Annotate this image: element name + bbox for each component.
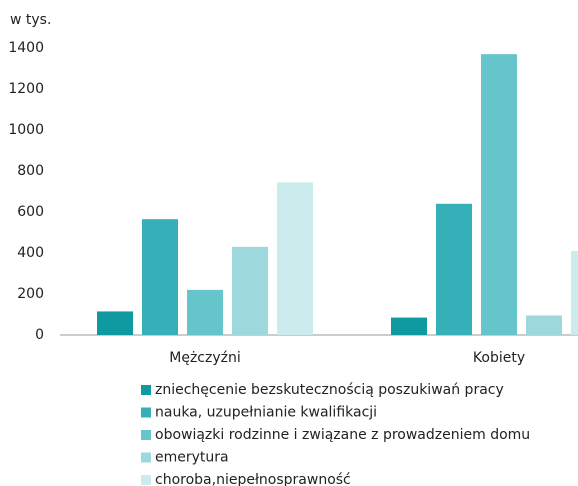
legend-label: obowiązki rodzinne i związane z prowadze… [155,427,530,443]
y-tick-label: 800 [17,163,44,179]
y-tick-label: 1400 [8,40,44,56]
bar [232,246,268,335]
y-tick-label: 200 [17,286,44,302]
legend-swatch [141,430,151,440]
bar [187,289,223,335]
bar [142,219,178,335]
bar [436,203,472,335]
bar [571,250,578,335]
y-tick-label: 600 [17,204,44,220]
bar [526,315,562,335]
legend-label: choroba,niepełnosprawność [155,472,351,486]
legend-swatch [141,385,151,395]
bar [481,54,517,336]
y-tick-label: 1000 [8,122,44,138]
legend-label: emerytura [155,450,229,466]
x-tick-label: Kobiety [473,350,525,366]
y-tick-label: 0 [35,327,44,343]
y-tick-label: 1200 [8,81,44,97]
bar [97,311,133,335]
legend-swatch [141,475,151,485]
bar [277,182,313,335]
y-axis-label: w tys. [10,12,51,28]
x-tick-label: Mężczyźni [169,350,240,366]
y-tick-label: 400 [17,245,44,261]
legend-swatch [141,452,151,463]
bar [391,317,427,335]
legend-label: nauka, uzupełnianie kwalifikacji [155,405,377,421]
legend-swatch [141,407,151,418]
legend-label: zniechęcenie bezskutecznością poszukiwań… [155,382,504,398]
